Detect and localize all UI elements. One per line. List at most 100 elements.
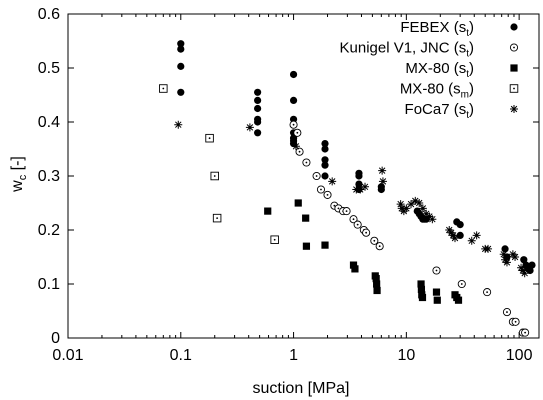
data-point <box>373 286 381 295</box>
data-point <box>254 129 262 137</box>
data-point <box>417 280 425 288</box>
legend-marker <box>510 23 518 31</box>
data-point <box>377 185 385 194</box>
legend-label-sub: t <box>466 28 469 39</box>
x-tick-label: 100 <box>506 347 533 364</box>
legend-label-end: ) <box>469 60 474 77</box>
data-point <box>378 166 387 175</box>
data-point <box>254 88 262 96</box>
x-tick-label: 10 <box>397 347 415 364</box>
data-point <box>177 45 185 53</box>
data-point <box>415 199 424 207</box>
legend-label: MX-80 (st) <box>405 60 474 80</box>
data-point <box>316 185 326 194</box>
data-point <box>349 215 358 224</box>
data-point <box>328 177 337 186</box>
points-group <box>159 40 536 337</box>
legend-group: FEBEX (st)Kunigel V1, JNC (st)MX-80 (st)… <box>340 19 519 121</box>
legend-label-sub: m <box>461 90 469 101</box>
data-point <box>472 231 481 240</box>
data-point <box>456 231 464 239</box>
legend-label-sub: t <box>466 69 469 80</box>
y-tick-label: 0.3 <box>38 168 60 185</box>
data-point <box>521 328 530 337</box>
data-point <box>484 244 493 253</box>
data-point <box>499 250 508 259</box>
series-1 <box>289 120 530 337</box>
legend-label: Kunigel V1, JNC (st) <box>340 40 475 60</box>
data-point <box>362 228 371 237</box>
data-point <box>467 236 476 245</box>
data-point <box>372 275 380 283</box>
y-tick-label: 0.1 <box>38 276 60 293</box>
data-point <box>270 235 279 244</box>
data-point <box>174 120 183 129</box>
data-point <box>302 158 311 167</box>
y-axis-label-unit: [-] <box>9 156 26 175</box>
data-point <box>528 261 536 269</box>
data-point <box>518 266 527 275</box>
y-axis-label-main: w <box>9 180 26 193</box>
data-point <box>205 133 214 143</box>
data-point <box>418 293 427 302</box>
data-point <box>454 296 463 304</box>
data-point <box>502 308 512 317</box>
data-point <box>254 118 262 126</box>
data-point <box>361 182 370 191</box>
data-point <box>447 228 456 237</box>
data-point <box>293 128 302 137</box>
x-tick-label: 1 <box>289 347 298 364</box>
data-point <box>523 263 532 272</box>
data-point <box>323 190 332 199</box>
legend-marker <box>509 43 519 52</box>
data-point <box>264 207 272 215</box>
data-point <box>212 213 222 223</box>
legend-label-main: Kunigel V1, JNC (s <box>340 40 467 57</box>
legend-label-main: MX-80 (s <box>405 60 466 77</box>
data-point <box>353 220 362 229</box>
y-tick-label: 0.2 <box>38 222 60 239</box>
legend-label-sub: t <box>466 49 469 60</box>
series-2 <box>264 199 463 304</box>
x-tick-label: 0.1 <box>170 347 192 364</box>
data-point <box>254 104 262 113</box>
data-point <box>373 280 381 288</box>
data-point <box>289 120 298 129</box>
data-point <box>418 204 427 213</box>
data-point <box>321 241 329 249</box>
data-point <box>483 288 492 297</box>
legend-label: FEBEX (st) <box>400 19 474 39</box>
legend-label-end: ) <box>469 81 474 98</box>
data-point <box>321 140 329 148</box>
data-point <box>417 285 426 293</box>
data-point <box>501 255 510 264</box>
data-point <box>502 258 511 267</box>
data-point <box>356 185 365 194</box>
legend-label: MX-80 (sm) <box>400 81 474 101</box>
ticks-group: 0 0.1 0.2 0.3 0.4 0.5 0.6 0.01 0.1 1 10 100 <box>38 6 539 364</box>
data-point <box>456 221 464 229</box>
data-point <box>375 242 384 251</box>
data-point <box>177 40 185 48</box>
legend-label-main: FEBEX (s <box>400 19 466 36</box>
data-point <box>355 180 363 188</box>
data-point <box>312 171 321 181</box>
data-point <box>451 234 460 243</box>
data-point <box>411 196 420 205</box>
data-point <box>159 84 168 93</box>
data-point <box>302 242 311 250</box>
data-point <box>520 269 529 278</box>
data-point <box>457 279 466 289</box>
y-tick-label: 0 <box>51 330 60 347</box>
data-point <box>511 317 520 326</box>
y-tick-label: 0.4 <box>38 114 60 131</box>
data-point <box>351 265 359 273</box>
data-point <box>321 145 329 153</box>
data-point <box>177 88 185 96</box>
series-3 <box>159 84 279 244</box>
data-point <box>428 215 437 224</box>
data-point <box>378 177 387 186</box>
data-point <box>321 172 329 180</box>
data-point <box>321 161 329 169</box>
